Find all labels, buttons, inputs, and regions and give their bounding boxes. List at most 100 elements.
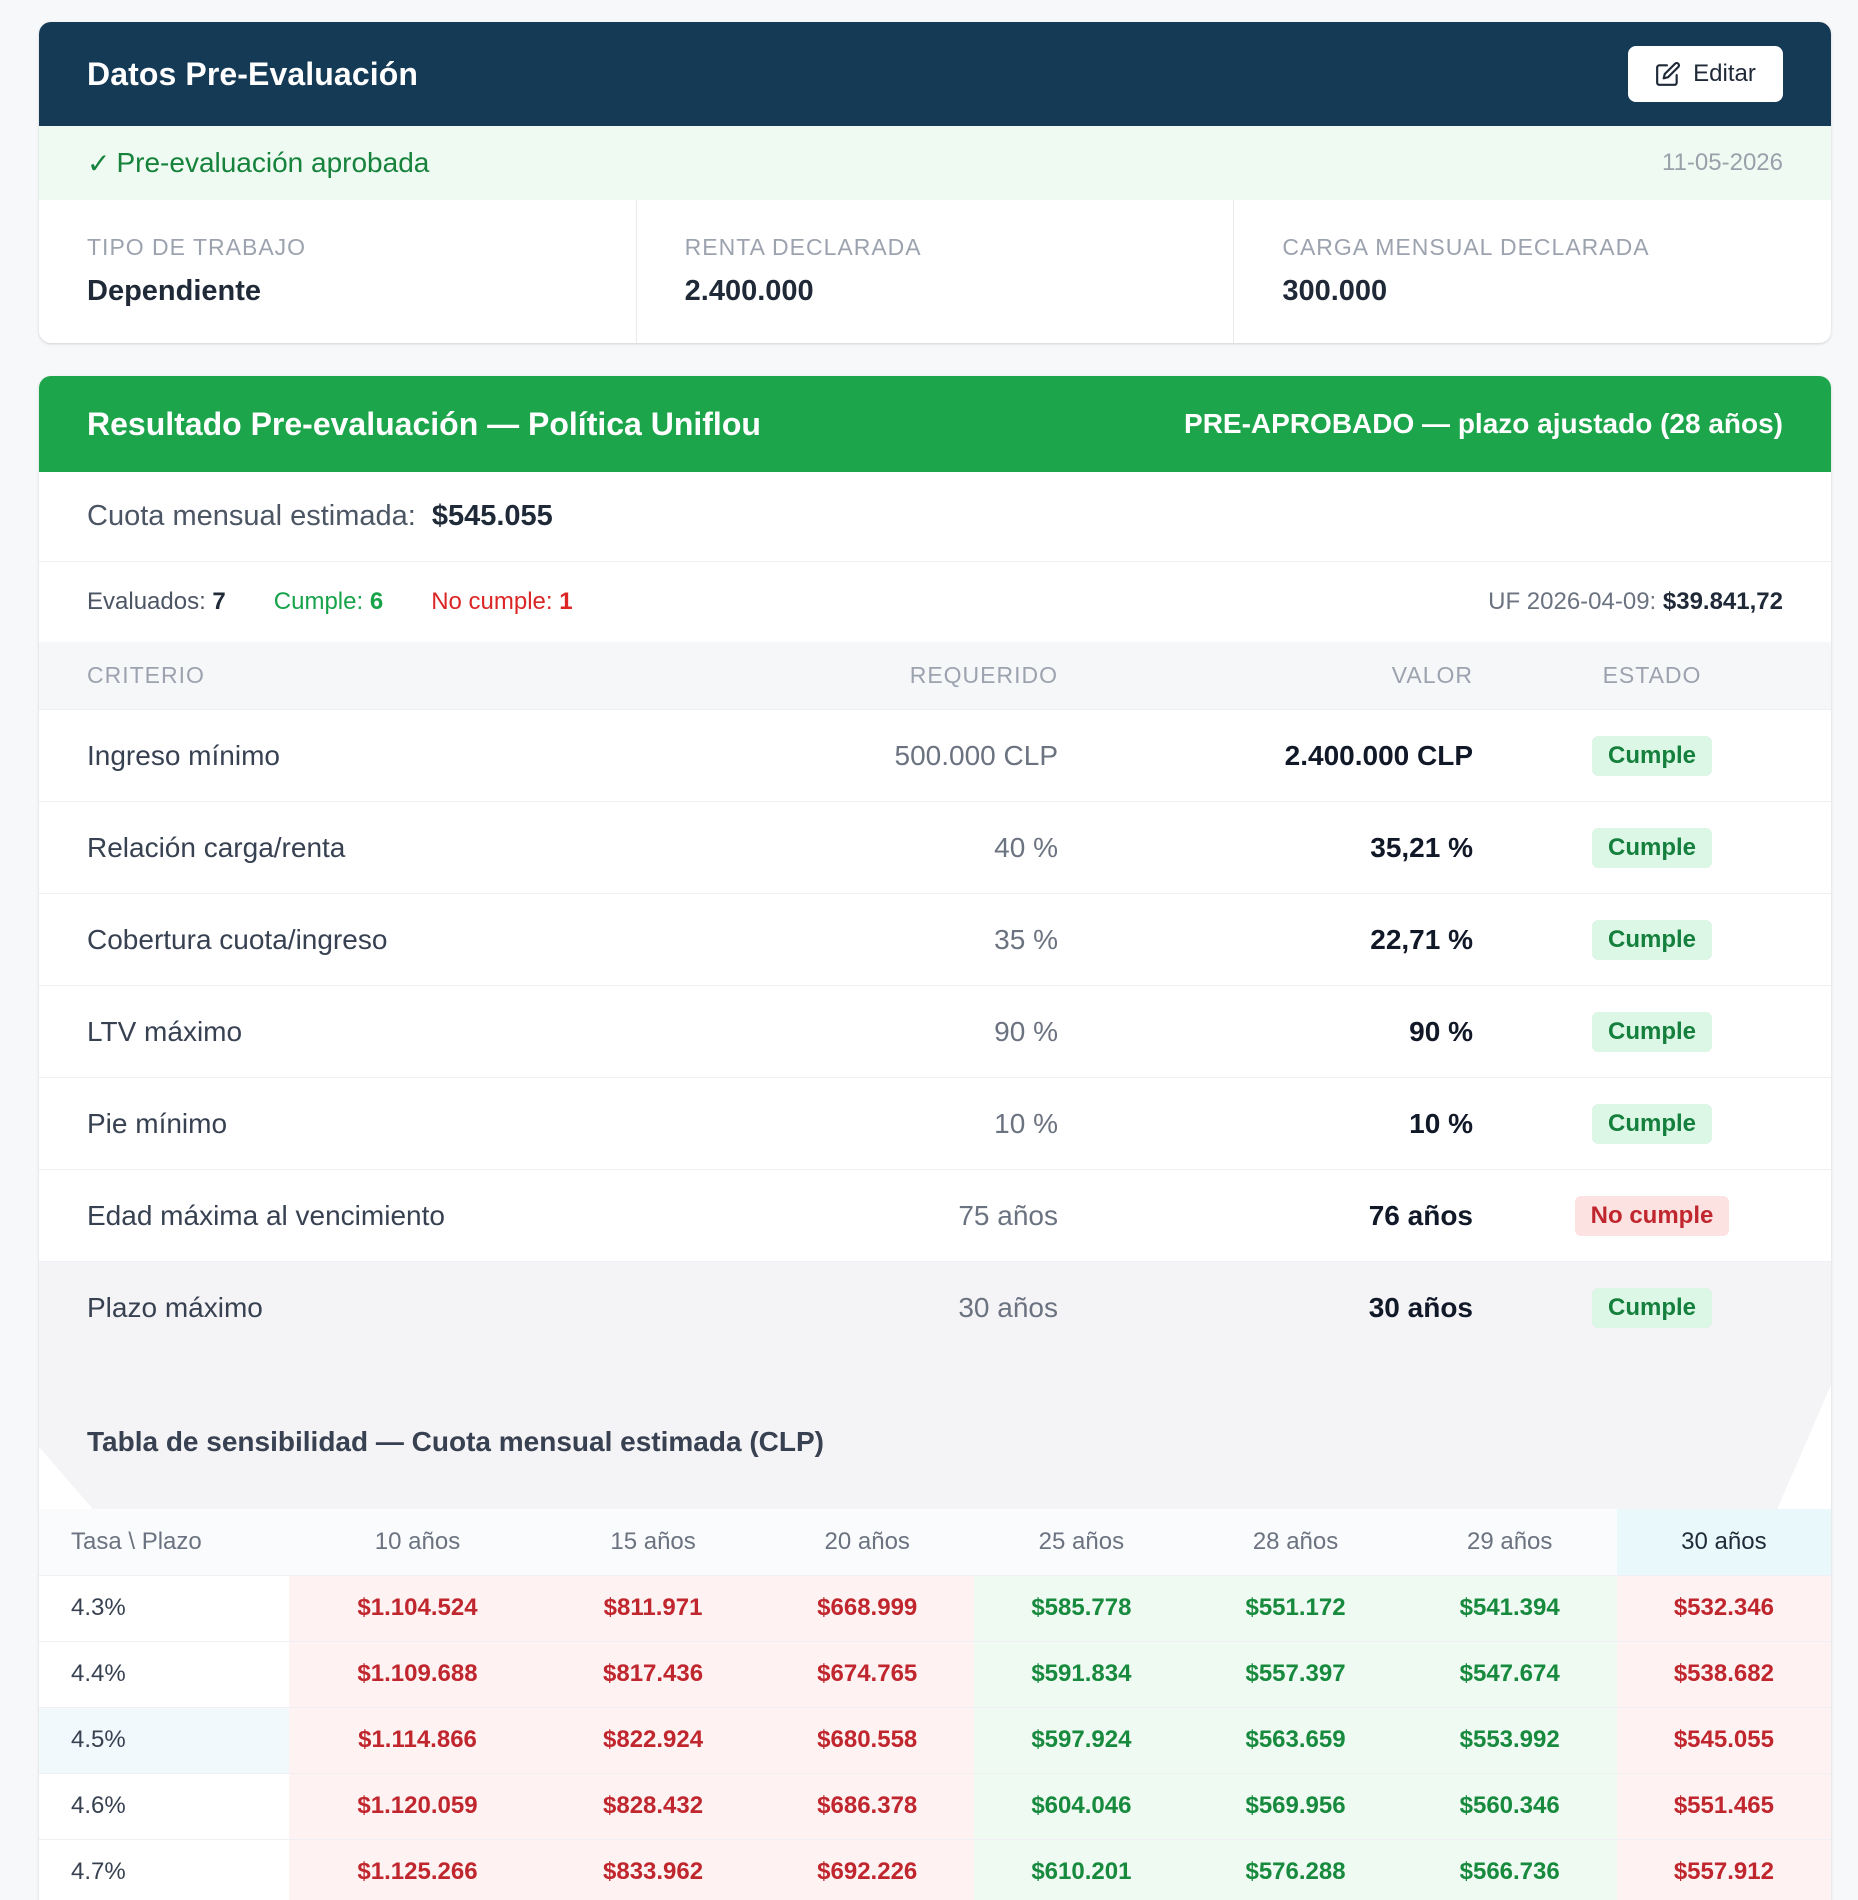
status-bar: ✓ Pre-evaluación aprobada 11-05-2026: [39, 126, 1831, 200]
field-carga-mensual: CARGA MENSUAL DECLARADA 300.000: [1234, 200, 1831, 343]
field-label: CARGA MENSUAL DECLARADA: [1282, 234, 1650, 260]
estado-badge: Cumple: [1591, 1011, 1712, 1052]
col-valor: VALOR: [1391, 662, 1473, 688]
edit-button-label: Editar: [1693, 60, 1756, 87]
estado-badge: Cumple: [1591, 827, 1712, 868]
edit-icon: [1656, 62, 1681, 86]
criterios-header: CRITERIO REQUERIDO VALOR ESTADO: [39, 642, 1831, 710]
summary-evaluados: Evaluados: 7: [87, 588, 226, 615]
criterio-requerido: 500.000 CLP: [894, 739, 1058, 771]
sens-corner: Tasa \ Plazo: [39, 1509, 289, 1576]
sens-cell: $680.558: [760, 1707, 975, 1774]
datos-title: Datos Pre-Evaluación: [87, 55, 418, 92]
criterio-requerido: 30 años: [958, 1292, 1058, 1323]
criterio-valor: 76 años: [1368, 1199, 1473, 1231]
sens-tasa: 4.4%: [39, 1641, 289, 1708]
sens-plazo-header: 20 años: [760, 1509, 975, 1576]
criterio-row: LTV máximo 90 % 90 % Cumple: [39, 986, 1831, 1078]
criterios-body: Ingreso mínimo 500.000 CLP 2.400.000 CLP Cu…: [39, 710, 1831, 1262]
sens-tasa: 4.3%: [39, 1575, 289, 1642]
sens-cell: $585.778: [974, 1575, 1189, 1642]
estado-badge: Cumple: [1591, 919, 1712, 960]
col-requerido: REQUERIDO: [909, 662, 1058, 688]
criterio-valor: 30 años: [1368, 1292, 1473, 1323]
estado-badge: Cumple: [1591, 1103, 1712, 1144]
sens-tasa: 4.7%: [39, 1839, 289, 1900]
criterio-name: Edad máxima al vencimiento: [87, 1199, 445, 1231]
sens-cell: $610.201: [974, 1839, 1189, 1900]
sens-row: 4.7% $1.125.266 $833.962 $692.226 $610.201 $5…: [39, 1839, 1831, 1900]
estado-badge: Cumple: [1591, 1288, 1712, 1328]
field-value: 2.400.000: [684, 275, 814, 307]
criterio-row: Ingreso mínimo 500.000 CLP 2.400.000 CLP Cu…: [39, 710, 1831, 802]
summary-row: Evaluados: 7 Cumple: 6 No cumple: 1 UF 2…: [39, 562, 1831, 642]
datos-header: Datos Pre-Evaluación Editar: [39, 22, 1831, 126]
criterio-valor: 90 %: [1409, 1015, 1473, 1047]
sens-cell: $597.924: [974, 1707, 1189, 1774]
sens-cell: $538.682: [1616, 1641, 1831, 1708]
uf-value: UF 2026-04-09: $39.841,72: [1488, 588, 1783, 615]
sens-cell: $532.346: [1616, 1575, 1831, 1642]
cuota-value: $545.055: [431, 500, 553, 532]
col-estado: ESTADO: [1602, 662, 1702, 688]
sens-plazo-header: 30 años: [1616, 1509, 1831, 1576]
sens-tasa: 4.5%: [39, 1707, 289, 1774]
sens-tasa: 4.6%: [39, 1773, 289, 1840]
field-renta-declarada: RENTA DECLARADA 2.400.000: [637, 200, 1235, 343]
estado-badge: No cumple: [1574, 1195, 1730, 1236]
sensibilidad-table: Tasa \ Plazo 10 años 15 años 20 años 25 años…: [39, 1509, 1831, 1900]
sens-cell: $692.226: [760, 1839, 975, 1900]
sens-row: 4.4% $1.109.688 $817.436 $674.765 $591.834 $5…: [39, 1641, 1831, 1708]
criterio-name: Plazo máximo: [87, 1292, 263, 1323]
criterio-requerido: 75 años: [958, 1199, 1058, 1231]
edit-button[interactable]: Editar: [1628, 46, 1783, 102]
sens-plazo-header: 29 años: [1402, 1509, 1617, 1576]
criterio-row: Cobertura cuota/ingreso 35 % 22,71 % Cumple: [39, 894, 1831, 986]
sens-cell: $604.046: [974, 1773, 1189, 1840]
estado-badge: Cumple: [1591, 735, 1712, 776]
check-icon: ✓: [87, 147, 111, 179]
sens-cell: $576.288: [1188, 1839, 1403, 1900]
criterio-row: Plazo máximo 30 años 30 años Cumple: [39, 1262, 1831, 1354]
sens-cell: $553.992: [1402, 1707, 1617, 1774]
criterio-valor: 35,21 %: [1370, 831, 1473, 863]
sens-cell: $686.378: [760, 1773, 975, 1840]
sens-plazo-header: 15 años: [545, 1509, 761, 1576]
criterio-requerido: 90 %: [994, 1015, 1058, 1047]
criterio-valor: 10 %: [1409, 1107, 1473, 1139]
cuota-estimada: Cuota mensual estimada: $545.055: [39, 472, 1831, 562]
sens-cell: $1.104.524: [289, 1575, 546, 1642]
sensibilidad-header-row: Tasa \ Plazo 10 años 15 años 20 años 25 años…: [39, 1509, 1831, 1576]
sens-cell: $547.674: [1402, 1641, 1617, 1708]
sens-plazo-header: 10 años: [289, 1509, 546, 1576]
criterio-valor: 2.400.000 CLP: [1284, 739, 1473, 771]
sens-row: 4.6% $1.120.059 $828.432 $686.378 $604.046 $5…: [39, 1773, 1831, 1840]
sens-cell: $828.432: [545, 1773, 761, 1840]
sens-cell: $560.346: [1402, 1773, 1617, 1840]
sens-cell: $1.114.866: [289, 1707, 546, 1774]
criterio-row: Pie mínimo 10 % 10 % Cumple: [39, 1078, 1831, 1170]
sens-cell: $541.394: [1402, 1575, 1617, 1642]
sens-cell: $566.736: [1402, 1839, 1617, 1900]
resultado-title: Resultado Pre-evaluación — Política Unif…: [87, 405, 761, 442]
field-value: 300.000: [1282, 275, 1388, 307]
sens-cell: $557.912: [1616, 1839, 1831, 1900]
sens-cell: $591.834: [974, 1641, 1189, 1708]
sensibilidad-section: Plazo máximo 30 años 30 años Cumple Tabla d…: [39, 1262, 1831, 1900]
status-text: Pre-evaluación aprobada: [116, 147, 430, 178]
criterio-requerido: 35 %: [994, 923, 1058, 955]
resultado-header: Resultado Pre-evaluación — Política Unif…: [39, 376, 1831, 472]
status-date: 11-05-2026: [1662, 149, 1783, 176]
sens-cell: $822.924: [545, 1707, 761, 1774]
criterio-requerido: 10 %: [994, 1107, 1058, 1139]
criterio-name: Pie mínimo: [87, 1107, 228, 1139]
sens-row: 4.5% $1.114.866 $822.924 $680.558 $597.924 $5…: [39, 1707, 1831, 1774]
status-approved: ✓ Pre-evaluación aprobada: [87, 147, 429, 180]
criterio-row: Relación carga/renta 40 % 35,21 % Cumple: [39, 802, 1831, 894]
sensibilidad-title: Tabla de sensibilidad — Cuota mensual es…: [87, 1426, 824, 1457]
sens-cell: $674.765: [760, 1641, 975, 1708]
col-criterio: CRITERIO: [87, 662, 205, 688]
sens-plazo-header: 25 años: [974, 1509, 1189, 1576]
criterio-name: Cobertura cuota/ingreso: [87, 923, 388, 955]
sens-cell: $817.436: [545, 1641, 761, 1708]
